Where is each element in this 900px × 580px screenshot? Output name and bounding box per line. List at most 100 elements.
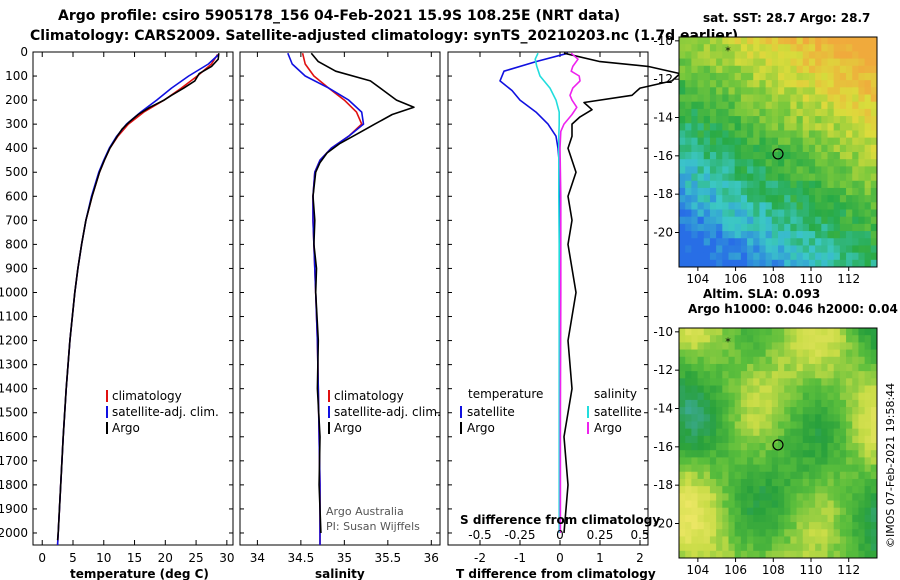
map-cell xyxy=(765,392,773,401)
map-cell xyxy=(765,173,773,182)
map-cell xyxy=(685,349,692,358)
map-cell xyxy=(759,399,767,408)
map-cell xyxy=(839,101,847,110)
map-cell xyxy=(796,245,804,254)
map-cell xyxy=(685,94,692,103)
map-cell xyxy=(833,493,841,501)
map-cell xyxy=(864,37,872,45)
map-cell xyxy=(790,87,797,95)
map-cell xyxy=(802,435,810,444)
map-cell xyxy=(759,378,767,386)
map-cell xyxy=(778,187,785,196)
map-cell xyxy=(852,173,859,182)
map-cell xyxy=(703,202,711,210)
map-cell xyxy=(703,428,711,437)
map-cell xyxy=(722,130,729,139)
map-cell xyxy=(784,407,791,415)
map-cell xyxy=(808,72,816,81)
map-cell xyxy=(740,116,748,124)
map-cell xyxy=(858,486,866,494)
map-cell xyxy=(771,216,779,225)
map-cell xyxy=(815,187,822,196)
map-cell xyxy=(802,464,810,473)
map-cell xyxy=(740,435,748,444)
map-cell xyxy=(691,428,698,437)
legend-satellite-adj: satellite-adj. clim. xyxy=(334,405,441,419)
map-cell xyxy=(821,231,828,239)
map-cell xyxy=(858,123,866,131)
map-cell xyxy=(790,407,797,415)
map-cell xyxy=(703,478,711,487)
map-cell xyxy=(765,493,773,501)
map-cell xyxy=(703,137,711,146)
map-cell xyxy=(703,238,711,246)
map-cell xyxy=(790,507,797,516)
float-position-marker xyxy=(772,439,784,451)
map-cell xyxy=(747,500,754,509)
map-cell xyxy=(728,87,736,95)
map-cell xyxy=(740,238,748,246)
map-cell xyxy=(778,385,785,394)
map-cell xyxy=(759,173,767,182)
map-cell xyxy=(753,392,760,401)
map-cell xyxy=(833,123,841,131)
map-cell xyxy=(778,407,785,415)
map-cell xyxy=(870,457,878,465)
map-cell xyxy=(722,44,729,52)
map-cell xyxy=(796,399,804,408)
map-cell xyxy=(833,209,841,218)
map-cell xyxy=(697,478,705,487)
map-cell xyxy=(716,478,723,487)
map-cell xyxy=(771,522,779,530)
map-cell xyxy=(796,137,804,146)
map-cell xyxy=(815,80,822,88)
map-cell xyxy=(691,187,698,196)
map-cell xyxy=(734,51,742,59)
map-cell xyxy=(747,259,754,268)
difference-axis-label: T difference from climatology xyxy=(456,567,656,580)
map-cell xyxy=(728,399,736,408)
map-cell xyxy=(753,87,760,95)
map-cell xyxy=(802,37,810,45)
map-cell xyxy=(759,231,767,239)
map-cell xyxy=(778,478,785,487)
map-cell xyxy=(765,385,773,394)
map-cell xyxy=(846,245,853,254)
map-cell xyxy=(691,108,698,117)
map-cell xyxy=(858,371,866,379)
map-cell xyxy=(722,335,729,343)
map-cell xyxy=(790,166,797,174)
credit-line1: Argo Australia xyxy=(326,505,404,518)
map-cell xyxy=(697,108,705,117)
legend-temp-satellite: satellite xyxy=(467,405,515,419)
map-cell xyxy=(716,514,723,523)
map-cell xyxy=(753,94,760,103)
map-cell xyxy=(740,514,748,523)
x-tick-label: 0 xyxy=(556,551,564,565)
map-cell xyxy=(864,356,872,365)
map-cell xyxy=(753,223,760,232)
map-cell xyxy=(697,543,705,552)
map-cell xyxy=(753,216,760,225)
map-cell xyxy=(697,428,705,437)
map-cell xyxy=(771,159,779,167)
map-cell xyxy=(753,209,760,218)
map-cell xyxy=(852,231,859,239)
map-cell xyxy=(808,371,816,379)
map-cell xyxy=(778,486,785,494)
map-cell xyxy=(716,223,723,232)
map-cell xyxy=(709,58,717,67)
map-cell xyxy=(864,335,872,343)
map-cell xyxy=(728,450,736,458)
map-cell xyxy=(815,342,822,350)
map-cell xyxy=(796,335,804,343)
map-cell xyxy=(679,392,686,401)
map-cell xyxy=(691,216,698,225)
map-cell xyxy=(815,137,822,146)
map-cell xyxy=(864,378,872,386)
map-cell xyxy=(839,486,847,494)
map-cell xyxy=(697,335,705,343)
map-cell xyxy=(821,37,828,45)
series-line-temperature-satellite xyxy=(499,52,569,533)
map-cell xyxy=(846,335,853,343)
